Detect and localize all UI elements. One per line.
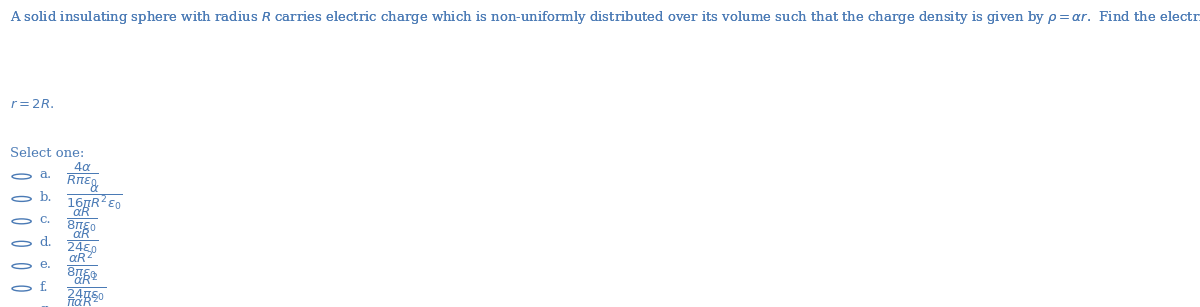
Text: $\dfrac{\alpha R^2}{24\pi\varepsilon_0}$: $\dfrac{\alpha R^2}{24\pi\varepsilon_0}$ [66,271,107,303]
Text: $\dfrac{\alpha R}{24\varepsilon_0}$: $\dfrac{\alpha R}{24\varepsilon_0}$ [66,228,98,256]
Text: A solid insulating sphere with radius $R$ carries electric charge which is non-u: A solid insulating sphere with radius $R… [10,9,1200,26]
Text: d.: d. [40,236,53,249]
Text: Select one:: Select one: [10,147,84,160]
Text: $\dfrac{\pi\alpha R^2}{4\varepsilon_0}$: $\dfrac{\pi\alpha R^2}{4\varepsilon_0}$ [66,293,101,307]
Text: $\dfrac{\alpha R}{8\pi\varepsilon_0}$: $\dfrac{\alpha R}{8\pi\varepsilon_0}$ [66,206,98,234]
Text: $r = 2R$.: $r = 2R$. [10,98,54,111]
Text: g.: g. [40,303,53,307]
Text: f.: f. [40,281,48,293]
Text: e.: e. [40,258,52,271]
Text: a.: a. [40,169,52,181]
Text: $\dfrac{\alpha}{16\pi R^2\varepsilon_0}$: $\dfrac{\alpha}{16\pi R^2\varepsilon_0}$ [66,183,122,212]
Text: $\dfrac{4\alpha}{R\pi\varepsilon_0}$: $\dfrac{4\alpha}{R\pi\varepsilon_0}$ [66,161,98,189]
Text: $\dfrac{\alpha R^2}{8\pi\varepsilon_0}$: $\dfrac{\alpha R^2}{8\pi\varepsilon_0}$ [66,249,98,281]
Text: A solid insulating sphere with radius $R$ carries electric charge which is non-u: A solid insulating sphere with radius $R… [10,9,1200,26]
Text: b.: b. [40,191,53,204]
Text: c.: c. [40,213,52,226]
